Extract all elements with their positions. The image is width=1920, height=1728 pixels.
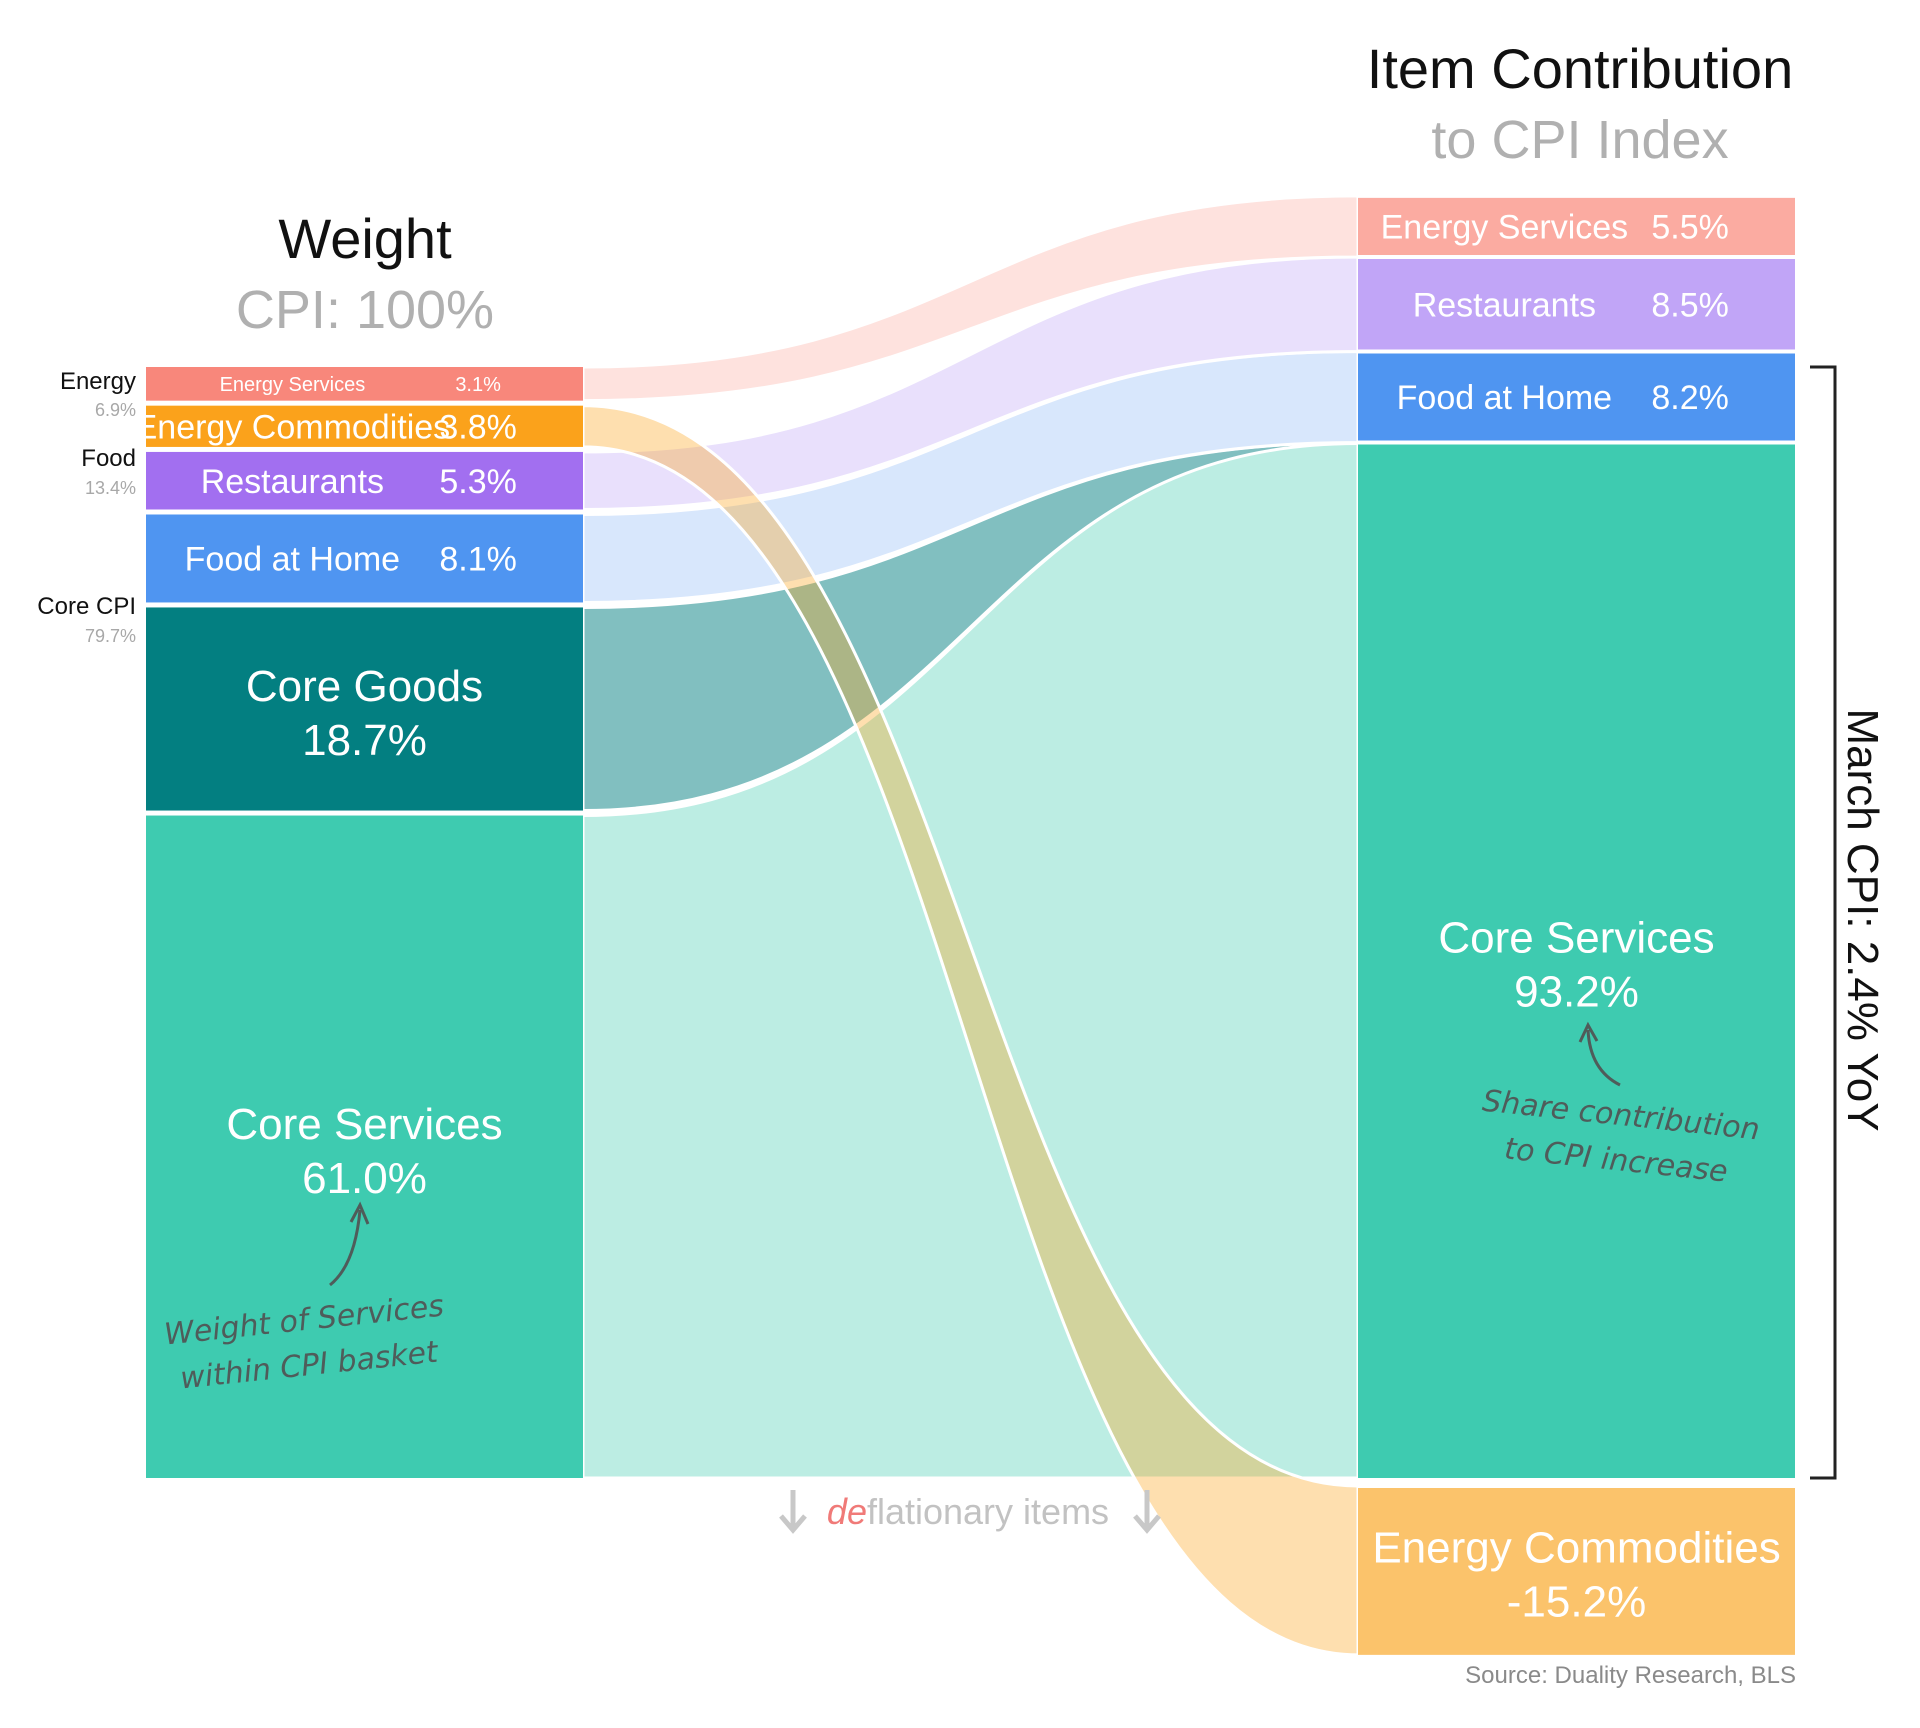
source-note: Source: Duality Research, BLS — [1465, 1662, 1796, 1689]
left-node-label-core-goods: Core Goods — [246, 662, 483, 711]
left-node-label-energy-services: Energy Services — [220, 374, 366, 396]
left-subtitle: CPI: 100% — [236, 280, 494, 340]
right-node-bar-food-at-home — [1358, 351, 1795, 443]
left-node-bar-food-at-home — [146, 514, 583, 603]
left-node-core-goods: Core Goods 18.7% — [146, 607, 583, 811]
left-node-label-restaurants: Restaurants — [201, 463, 384, 501]
right-node-bar-energy-commodities — [1358, 1486, 1795, 1655]
sankey-flows — [581, 194, 1360, 1657]
left-node-value-food-at-home: 8.1% — [439, 541, 517, 579]
right-node-bar-energy-services — [1358, 195, 1795, 258]
left-title: Weight — [278, 207, 452, 270]
left-node-value-core-goods: 18.7% — [302, 716, 427, 765]
group-pct-food: 13.4% — [85, 478, 136, 498]
right-node-restaurants: Restaurants 8.5% — [1358, 257, 1795, 352]
group-pct-energy: 6.9% — [95, 400, 136, 420]
left-node-core-services: Core Services 61.0% — [146, 815, 583, 1478]
left-node-value-energy-commodities: 3.8% — [439, 409, 517, 447]
deflationary-items-label: deflationary items — [779, 1490, 1161, 1534]
left-node-value-restaurants: 5.3% — [439, 463, 517, 501]
right-node-energy-services: Energy Services 5.5% — [1358, 195, 1795, 258]
right-node-value-restaurants: 8.5% — [1651, 286, 1729, 324]
right-node-value-energy-commodities: -15.2% — [1507, 1577, 1646, 1626]
right-node-label-energy-services: Energy Services — [1381, 209, 1629, 247]
sankey-nodes: Energy Services 3.1%Energy Commodities3.8… — [135, 193, 1795, 1655]
left-node-bar-restaurants — [146, 451, 583, 510]
annotation-arrow-left — [329, 1209, 362, 1287]
right-node-value-food-at-home: 8.2% — [1651, 379, 1729, 417]
left-node-energy-services: Energy Services 3.1% — [146, 367, 583, 401]
right-node-core-services: Core Services 93.2% — [1358, 442, 1795, 1479]
left-node-value-energy-services: 3.1% — [455, 374, 501, 396]
right-node-bar-core-services — [1358, 442, 1795, 1479]
right-node-energy-commodities: Energy Commodities -15.2% — [1358, 1486, 1795, 1655]
flow-energy-commodities-to-energy-commodities — [581, 404, 1360, 1657]
left-node-label-food-at-home: Food at Home — [185, 541, 400, 579]
deflationary-rest: flationary items — [867, 1491, 1109, 1532]
group-pct-core-cpi: 79.7% — [85, 626, 136, 646]
left-node-bar-energy-services — [146, 367, 583, 401]
march-cpi-label: March CPI: 2.4% YoY — [1838, 708, 1887, 1131]
right-node-value-core-services: 93.2% — [1514, 967, 1639, 1016]
group-label-food: Food — [81, 445, 136, 472]
right-node-bar-restaurants — [1358, 257, 1795, 352]
group-label-core-cpi: Core CPI — [37, 593, 136, 620]
deflationary-prefix: de — [827, 1491, 867, 1532]
right-subtitle: to CPI Index — [1431, 110, 1728, 170]
left-node-label-energy-commodities: Energy Commodities — [135, 409, 451, 447]
annotation-arrowhead-left — [349, 1201, 370, 1225]
left-node-food-at-home: Food at Home 8.1% — [146, 514, 583, 603]
right-node-label-core-services: Core Services — [1438, 913, 1714, 962]
right-node-label-energy-commodities: Energy Commodities — [1372, 1523, 1780, 1572]
group-label-energy: Energy — [60, 368, 136, 395]
right-title: Item Contribution — [1367, 37, 1793, 100]
annotation-arrowhead-right — [1578, 1021, 1599, 1043]
deflationary-text: deflationary items — [827, 1491, 1109, 1532]
left-node-label-core-services: Core Services — [226, 1100, 502, 1149]
left-node-bar-core-goods — [146, 607, 583, 811]
down-arrow-icon — [1133, 1490, 1161, 1534]
right-node-value-energy-services: 5.5% — [1651, 209, 1729, 247]
right-node-label-restaurants: Restaurants — [1413, 286, 1596, 324]
left-node-bar-energy-commodities — [146, 405, 583, 447]
left-node-restaurants: Restaurants 5.3% — [146, 451, 583, 510]
down-arrow-icon — [779, 1490, 807, 1534]
right-node-label-food-at-home: Food at Home — [1397, 379, 1612, 417]
left-node-value-core-services: 61.0% — [302, 1154, 427, 1203]
right-node-food-at-home: Food at Home 8.2% — [1358, 351, 1795, 443]
left-node-bar-core-services — [146, 815, 583, 1478]
annotation-arrow-right — [1586, 1029, 1621, 1087]
march-cpi-bracket — [1810, 365, 1837, 1480]
